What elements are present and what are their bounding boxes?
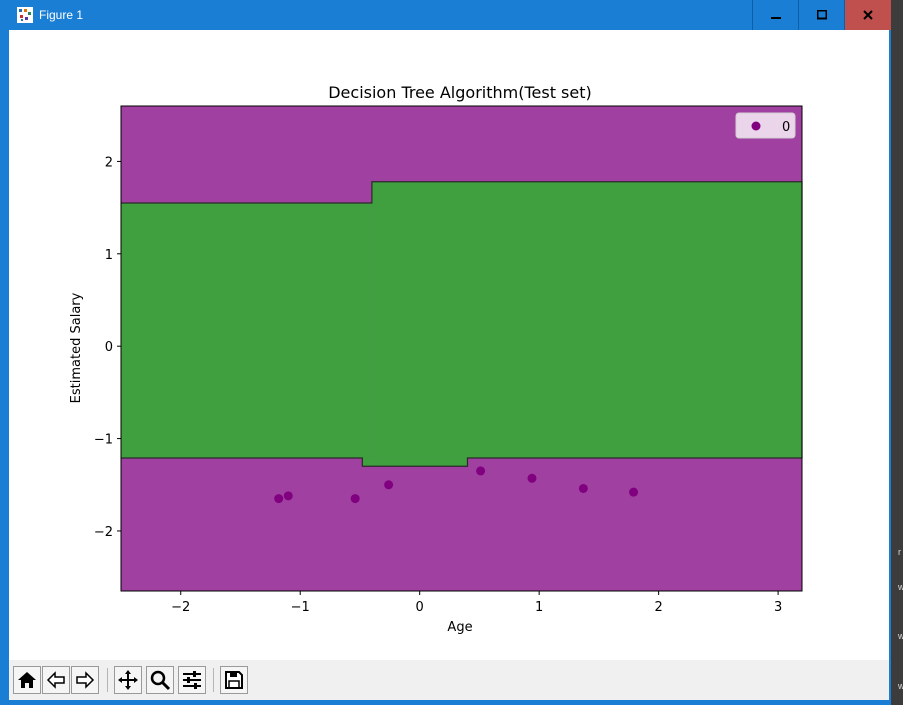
x-tick-label: −2 — [171, 600, 190, 615]
configure-subplots-button[interactable] — [178, 666, 206, 694]
decision-regions — [121, 106, 802, 591]
pan-button[interactable] — [114, 666, 142, 694]
close-button[interactable] — [844, 0, 891, 30]
x-tick-label: 0 — [416, 600, 424, 615]
window-title: Figure 1 — [39, 8, 84, 22]
legend: 0 — [735, 112, 796, 139]
toolbar-separator — [107, 668, 108, 692]
data-point — [350, 494, 360, 504]
x-axis-ticks: −2 −1 0 1 2 3 — [171, 591, 782, 615]
axes-frame — [120, 105, 803, 592]
region-class-1 — [362, 457, 468, 467]
navigation-toolbar — [9, 660, 889, 700]
decision-boundary — [121, 181, 803, 467]
minimize-button[interactable] — [752, 0, 799, 30]
home-button[interactable] — [13, 666, 41, 694]
legend-box — [735, 112, 796, 139]
x-tick-label: 3 — [774, 600, 782, 615]
y-tick-label: 2 — [105, 155, 113, 170]
save-button[interactable] — [220, 666, 248, 694]
y-axis-ticks: −2 −1 0 1 2 — [94, 155, 121, 540]
chart[interactable]: Decision Tree Algorithm(Test set) −2 −1 0 1… — [9, 30, 889, 660]
arrow-right-icon — [76, 671, 95, 689]
background-text-fragment: w — [898, 681, 903, 691]
maximize-icon — [817, 10, 827, 20]
decision-boundary-line — [121, 181, 803, 467]
background-text-fragment: r — [898, 547, 901, 557]
legend-label: 0 — [782, 120, 790, 135]
y-tick-label: 1 — [105, 248, 113, 263]
close-icon — [863, 10, 873, 20]
legend-marker — [751, 121, 761, 131]
sliders-icon — [183, 671, 201, 689]
magnifier-icon — [150, 670, 171, 691]
x-tick-label: 2 — [654, 600, 662, 615]
data-point — [476, 466, 486, 476]
zoom-button[interactable] — [146, 666, 174, 694]
y-tick-label: 0 — [105, 340, 113, 355]
back-button[interactable] — [42, 666, 70, 694]
y-axis-label: Estimated Salary — [69, 292, 84, 403]
forward-button[interactable] — [71, 666, 99, 694]
floppy-disk-icon — [225, 671, 243, 689]
minimize-icon — [771, 17, 781, 19]
data-point — [384, 480, 394, 490]
background-text-fragment: w — [898, 582, 903, 592]
y-tick-label: −1 — [94, 433, 113, 448]
region-class-1 — [121, 203, 372, 458]
x-tick-label: 1 — [535, 600, 543, 615]
home-icon — [18, 672, 36, 688]
data-points — [274, 466, 639, 504]
toolbar-separator — [213, 668, 214, 692]
data-point — [578, 483, 588, 493]
move-icon — [118, 670, 138, 690]
x-tick-label: −1 — [291, 600, 310, 615]
figure-canvas-area: Decision Tree Algorithm(Test set) −2 −1 0 1… — [9, 30, 889, 700]
matplotlib-app-icon — [17, 7, 33, 23]
maximize-button[interactable] — [798, 0, 845, 30]
data-point — [274, 494, 284, 504]
data-point — [527, 473, 537, 483]
region-class-1 — [371, 181, 802, 458]
y-tick-label: −2 — [94, 525, 113, 540]
arrow-left-icon — [46, 671, 65, 689]
background-text-fragment: w — [898, 631, 903, 641]
data-point — [283, 491, 293, 501]
data-point — [629, 487, 639, 497]
title-bar[interactable]: Figure 1 — [0, 0, 891, 30]
chart-title: Decision Tree Algorithm(Test set) — [328, 83, 592, 102]
x-axis-label: Age — [447, 620, 472, 635]
